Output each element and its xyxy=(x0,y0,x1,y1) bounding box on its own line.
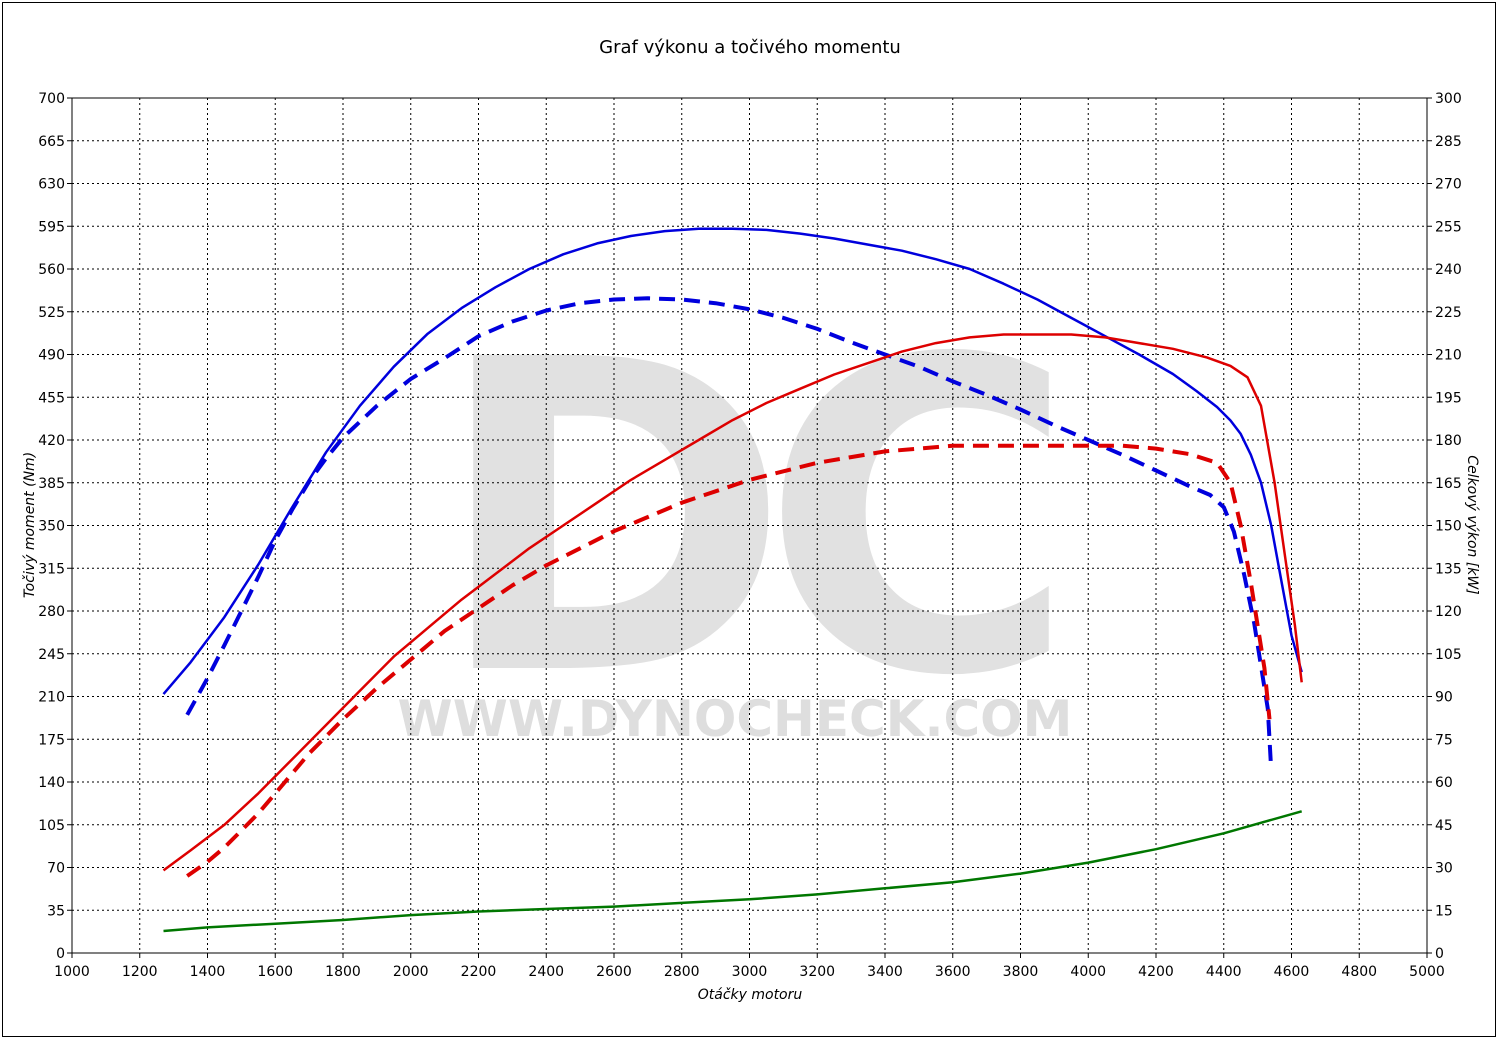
y-left-tick-label: 420 xyxy=(38,433,65,449)
x-tick-label: 3400 xyxy=(867,964,903,980)
y-right-tick-label: 255 xyxy=(1435,219,1462,235)
series-line-2 xyxy=(185,296,1274,770)
y-right-tick-label: 195 xyxy=(1435,390,1462,406)
x-tick-label: 3800 xyxy=(1003,964,1039,980)
y-left-tick-label: 210 xyxy=(38,690,65,706)
y-left-tick-label: 105 xyxy=(38,818,65,834)
x-tick-label: 1400 xyxy=(190,964,226,980)
y-left-tick-label: 385 xyxy=(38,476,65,492)
y-right-tick-label: 135 xyxy=(1435,561,1462,577)
x-tick-label: 4200 xyxy=(1138,964,1174,980)
y-left-tick-label: 280 xyxy=(38,604,65,620)
y-axis-left-label: Točivý moment (Nm) xyxy=(22,452,38,598)
y-left-tick-label: 525 xyxy=(38,305,65,321)
chart-title: Graf výkonu a točivého momentu xyxy=(599,37,901,58)
y-left-tick-label: 665 xyxy=(38,134,65,150)
y-right-tick-label: 15 xyxy=(1435,903,1453,919)
y-left-tick-label: 140 xyxy=(38,775,65,791)
watermark-url: WWW.DYNOCHECK.COM xyxy=(398,690,1073,748)
x-tick-label: 2400 xyxy=(528,964,564,980)
y-right-tick-label: 150 xyxy=(1435,519,1462,535)
x-tick-label: 2200 xyxy=(461,964,497,980)
y-right-tick-label: 120 xyxy=(1435,604,1462,620)
y-left-tick-label: 700 xyxy=(38,91,65,107)
x-tick-label: 4400 xyxy=(1206,964,1242,980)
y-right-tick-label: 300 xyxy=(1435,91,1462,107)
y-left-tick-label: 490 xyxy=(38,348,65,364)
x-tick-label: 1600 xyxy=(257,964,293,980)
y-left-tick-label: 315 xyxy=(38,561,65,577)
series-line-5 xyxy=(163,810,1303,933)
y-right-tick-label: 210 xyxy=(1435,348,1462,364)
y-right-tick-label: 45 xyxy=(1435,818,1453,834)
x-axis-label: Otáčky motoru xyxy=(698,987,803,1003)
x-tick-label: 2600 xyxy=(596,964,632,980)
x-tick-label: 3200 xyxy=(799,964,835,980)
y-left-tick-label: 455 xyxy=(38,390,65,406)
y-left-tick-label: 245 xyxy=(38,647,65,663)
watermark: DC WWW.DYNOCHECK.COM xyxy=(398,270,1080,770)
x-tick-label: 1800 xyxy=(325,964,361,980)
y-left-tick-label: 175 xyxy=(38,732,65,748)
x-tick-label: 1200 xyxy=(122,964,158,980)
y-right-tick-label: 180 xyxy=(1435,433,1462,449)
y-right-tick-label: 270 xyxy=(1435,177,1462,193)
series-line-3 xyxy=(162,333,1303,872)
y-left-tick-label: 70 xyxy=(47,861,65,877)
y-left-tick-label: 595 xyxy=(38,219,65,235)
x-tick-label: 4600 xyxy=(1274,964,1310,980)
series-line-1 xyxy=(162,227,1303,695)
x-tick-label: 2000 xyxy=(393,964,429,980)
y-right-tick-label: 285 xyxy=(1435,134,1462,150)
y-right-tick-label: 0 xyxy=(1435,946,1444,962)
y-left-tick-label: 560 xyxy=(38,262,65,278)
x-tick-label: 4800 xyxy=(1341,964,1377,980)
series-line-4 xyxy=(186,443,1272,878)
y-right-tick-label: 30 xyxy=(1435,861,1453,877)
x-tick-label: 3600 xyxy=(935,964,971,980)
y-left-tick-label: 0 xyxy=(56,946,65,962)
grid xyxy=(72,98,1427,953)
y-right-tick-label: 240 xyxy=(1435,262,1462,278)
y-right-tick-label: 105 xyxy=(1435,647,1462,663)
y-right-tick-label: 165 xyxy=(1435,476,1462,492)
x-tick-label: 5000 xyxy=(1409,964,1445,980)
y-right-tick-label: 90 xyxy=(1435,690,1453,706)
x-tick-label: 1000 xyxy=(54,964,90,980)
y-left-tick-label: 630 xyxy=(38,177,65,193)
tick-labels: 1000 1200 1400 1600 1800 2000 2200 2400 2600 2800… xyxy=(38,91,1461,980)
series-lines xyxy=(162,227,1303,933)
y-axis-right-label: Celkový výkon [kW] xyxy=(1464,455,1480,594)
y-left-tick-label: 35 xyxy=(47,903,65,919)
y-right-tick-label: 75 xyxy=(1435,732,1453,748)
y-right-tick-label: 225 xyxy=(1435,305,1462,321)
x-tick-label: 2800 xyxy=(664,964,700,980)
y-right-tick-label: 60 xyxy=(1435,775,1453,791)
y-left-tick-label: 350 xyxy=(38,519,65,535)
x-tick-label: 3000 xyxy=(732,964,768,980)
watermark-logo: DC xyxy=(434,270,1050,770)
x-tick-label: 4000 xyxy=(1070,964,1106,980)
